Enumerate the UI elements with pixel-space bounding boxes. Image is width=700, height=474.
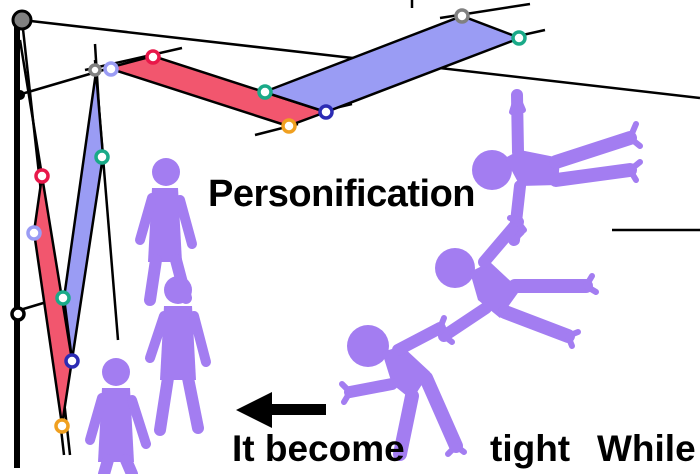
joint-navy-upper [318, 104, 334, 120]
joint-lavender-upper [103, 61, 119, 77]
it-become-label: It become [232, 428, 405, 469]
figure-gap [396, 455, 424, 470]
joint-navy-left [64, 353, 80, 369]
human-figure-right-top [472, 89, 643, 246]
joint-red-upper [145, 49, 161, 65]
upper-blue-panel [260, 14, 524, 114]
joints [10, 8, 527, 434]
pole-pivot [15, 90, 25, 100]
while-label: While [597, 428, 696, 469]
joint-black-pole [10, 306, 26, 322]
joint-red-left [34, 168, 50, 184]
joint-teal-upper [257, 84, 273, 100]
vertical-pole [14, 20, 20, 468]
joint-gray-upper-left [88, 63, 102, 77]
human-figures [85, 89, 643, 474]
human-figure-left-middle [145, 276, 211, 436]
left-arrow [236, 392, 326, 428]
joint-orange-upper [281, 118, 297, 134]
left-blue-panel [62, 71, 105, 361]
top-pivot [11, 9, 33, 31]
human-figure-right-bottom [339, 315, 467, 461]
joint-orange-left [54, 418, 70, 434]
joint-gray-upper-right [454, 8, 470, 24]
joint-teal-left-top [94, 149, 110, 165]
tight-label: tight [490, 428, 571, 469]
joint-teal-right [511, 30, 527, 46]
joint-teal-left-mid [55, 290, 71, 306]
joint-lavender-left [26, 225, 42, 241]
human-figure-left-top [135, 158, 197, 306]
human-figure-left-bottom [85, 358, 151, 474]
personification-label: Personification [208, 173, 476, 215]
